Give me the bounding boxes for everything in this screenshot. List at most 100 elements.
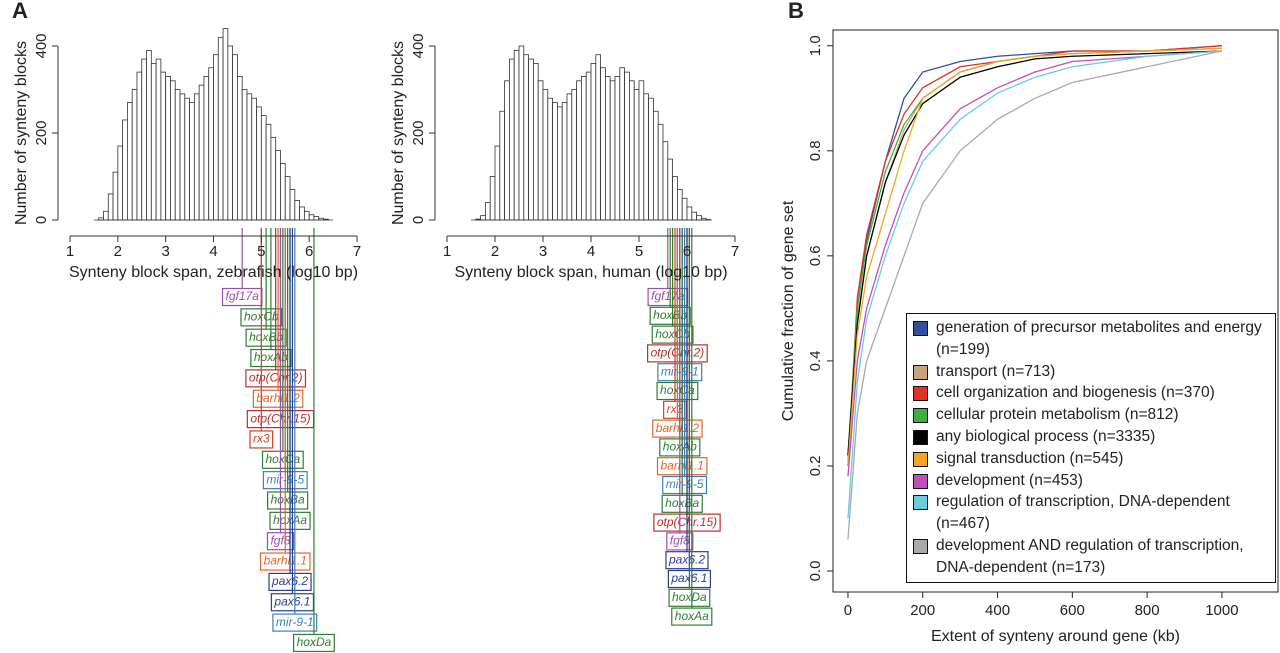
x-tick-label: 800 [1135, 602, 1160, 619]
bar [677, 189, 683, 221]
bar [590, 63, 597, 221]
x-tick-label: 2 [114, 243, 122, 260]
y-tick-label: 0.6 [807, 245, 824, 266]
gene-box [666, 532, 694, 551]
legend-item: signal transduction (n=545) [911, 448, 1275, 470]
y-tick-label: 0.8 [807, 140, 824, 161]
y-tick-label: 0.0 [807, 561, 824, 582]
bar [643, 93, 649, 221]
series-line [847, 50, 1222, 477]
y-axis-label: Cumulative fraction of gene set [780, 200, 797, 421]
gene-label: fgf17a [226, 289, 260, 303]
legend-label: generation of precursor metabolites and … [936, 319, 1262, 358]
bar [299, 206, 305, 221]
gene-box [261, 450, 304, 469]
bar [533, 63, 539, 221]
bar [179, 93, 186, 221]
bar [241, 89, 248, 221]
bar [595, 54, 601, 221]
gene-box [267, 491, 309, 510]
legend-item: development AND regulation of transcript… [911, 535, 1275, 579]
bar [537, 80, 544, 221]
bar [571, 89, 577, 221]
legend-item: cellular protein metabolism (n=812) [911, 404, 1275, 426]
bar [313, 216, 320, 221]
x-tick-label: 3 [161, 243, 169, 260]
legend-swatch [913, 386, 928, 402]
x-tick-label: 7 [353, 243, 361, 260]
bar [653, 110, 659, 221]
legend-item: generation of precursor metabolites and … [911, 317, 1275, 361]
x-tick-label: 1 [66, 243, 74, 260]
x-axis-label: Synteny block span, zebrafish (log10 bp) [69, 264, 358, 281]
legend-item: any biological process (n=3335) [911, 426, 1275, 448]
bar [557, 106, 563, 221]
bar [208, 67, 214, 221]
bar [107, 193, 114, 221]
legend-item: regulation of transcription, DNA-depende… [911, 491, 1275, 535]
bar [552, 102, 558, 221]
gene-box [266, 532, 295, 551]
y-tick-label: 0 [33, 216, 50, 224]
bar [117, 145, 124, 221]
bar [203, 76, 210, 221]
bar [624, 71, 630, 221]
bar [260, 115, 267, 221]
legend-swatch [913, 429, 928, 445]
bar [270, 136, 277, 221]
gene-label: hoxCb [655, 327, 690, 341]
bar [480, 215, 486, 221]
gene-label: barhl1.1 [264, 554, 307, 568]
legend-label: transport (n=713) [936, 362, 1056, 380]
legend-label: development AND regulation of transcript… [936, 536, 1244, 576]
bar [605, 76, 611, 221]
bar [499, 110, 505, 221]
bar [648, 97, 654, 221]
legend-swatch [913, 473, 928, 489]
bar [566, 93, 573, 221]
gene-label: hoxCa [266, 452, 301, 466]
y-tick-label: 1.0 [807, 35, 824, 56]
legend: generation of precursor metabolites and … [906, 313, 1276, 583]
bar [160, 71, 167, 221]
x-tick-label: 3 [539, 243, 547, 260]
bar [638, 80, 645, 221]
bar [657, 123, 664, 221]
x-tick-label: 7 [731, 243, 739, 260]
legend-item: transport (n=713) [911, 361, 1275, 383]
bar [184, 97, 190, 221]
series-line [847, 50, 1222, 456]
bar [662, 141, 669, 221]
gene-label: fgf8 [670, 534, 690, 548]
gene-label: pax6.2 [668, 552, 705, 566]
gene-label: mir-9-1 [276, 615, 314, 629]
bar [585, 71, 592, 221]
bar [150, 63, 157, 221]
bar [246, 93, 253, 221]
x-axis-label: Synteny block span, human (log10 bp) [454, 264, 727, 281]
bar [227, 45, 234, 221]
legend-swatch [913, 495, 928, 511]
gene-markers: fgf17ahoxCbhoxBbhoxAbotp(Chr.2)barhl1.2o… [221, 228, 335, 653]
legend-swatch [913, 451, 928, 467]
gene-label: fgf17a [651, 289, 685, 303]
x-tick-label: 200 [910, 602, 935, 619]
bar [489, 176, 496, 221]
bar [103, 210, 109, 221]
bar [198, 84, 205, 221]
bar [547, 97, 553, 221]
series-line [847, 47, 1222, 466]
bar [633, 89, 640, 221]
gene-markers: fgf17ahoxBbhoxCbotp(Chr.2)mir-9-1hoxCarx… [647, 228, 721, 626]
x-tick-label: 5 [635, 243, 643, 260]
legend-label: signal transduction (n=545) [936, 449, 1124, 467]
bar [667, 158, 673, 221]
gene-label: rx3 [667, 402, 684, 416]
plot-frame [832, 29, 1279, 593]
x-tick-label: 0 [844, 602, 852, 619]
legend-swatch [913, 538, 928, 554]
x-tick-label: 4 [587, 243, 595, 260]
gene-box [272, 613, 318, 632]
bar [136, 71, 143, 221]
y-axis-label: Number of synteny blocks [390, 41, 407, 225]
